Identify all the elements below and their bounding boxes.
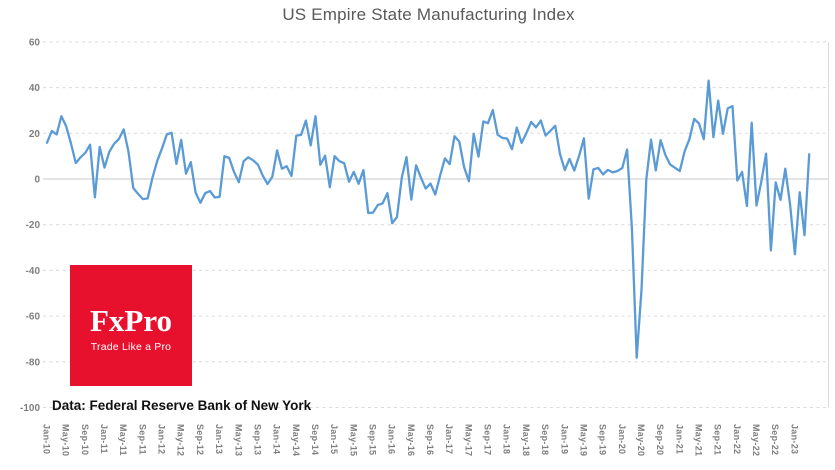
x-tick-label: Sep-15 xyxy=(367,424,377,455)
x-tick-label: May-21 xyxy=(693,424,703,456)
x-tick-label: Sep-12 xyxy=(195,424,205,455)
x-tick-label: Jan-19 xyxy=(559,424,569,454)
x-tick-label: Jan-12 xyxy=(157,424,167,454)
x-tick-label: Sep-16 xyxy=(425,424,435,455)
x-tick-label: Jan-13 xyxy=(214,424,224,454)
x-tick-label: Jan-16 xyxy=(387,424,397,454)
y-tick-label: 20 xyxy=(29,129,41,140)
y-tick-label: -20 xyxy=(26,220,41,231)
y-tick-label: 0 xyxy=(34,175,40,186)
x-tick-label: May-22 xyxy=(751,424,761,456)
x-tick-label: Jan-10 xyxy=(42,424,52,454)
x-tick-label: May-19 xyxy=(578,424,588,456)
y-tick-label: 60 xyxy=(29,37,41,48)
y-tick-label: -40 xyxy=(26,266,41,277)
x-tick-label: Jan-17 xyxy=(444,424,454,454)
source-note: Data: Federal Reserve Bank of New York xyxy=(52,398,312,413)
x-tick-label: May-15 xyxy=(348,424,358,456)
x-tick-label: Sep-21 xyxy=(713,424,723,455)
fxpro-tagline: Trade Like a Pro xyxy=(90,340,172,353)
x-tick-label: Jan-14 xyxy=(272,424,282,454)
x-tick-label: Sep-10 xyxy=(80,424,90,455)
fxpro-logo: FxPro Trade Like a Pro xyxy=(70,265,192,386)
x-tick-label: Sep-11 xyxy=(137,424,147,455)
x-tick-label: May-18 xyxy=(521,424,531,456)
x-tick-label: May-17 xyxy=(463,424,473,456)
x-tick-label: Jan-20 xyxy=(617,424,627,454)
chart-title: US Empire State Manufacturing Index xyxy=(282,5,575,24)
x-tick-label: May-10 xyxy=(61,424,71,456)
y-tick-label: -80 xyxy=(26,357,41,368)
x-tick-label: May-14 xyxy=(291,424,301,456)
y-tick-label: -100 xyxy=(20,403,40,414)
x-tick-label: Jan-21 xyxy=(674,424,684,454)
x-tick-label: May-11 xyxy=(118,424,128,456)
y-tick-label: -60 xyxy=(26,312,41,323)
x-tick-label: Sep-18 xyxy=(540,424,550,455)
x-tick-label: Sep-20 xyxy=(655,424,665,455)
x-tick-label: Jan-22 xyxy=(732,424,742,454)
x-tick-label: Jan-15 xyxy=(329,424,339,454)
x-tick-label: May-12 xyxy=(176,424,186,456)
x-tick-label: May-20 xyxy=(636,424,646,456)
x-tick-label: Jan-23 xyxy=(789,424,799,454)
fxpro-wordmark: FxPro xyxy=(89,302,173,338)
x-tick-label: Jan-18 xyxy=(502,424,512,454)
x-tick-label: May-13 xyxy=(233,424,243,456)
x-tick-label: Sep-14 xyxy=(310,424,320,455)
y-tick-label: 40 xyxy=(29,83,41,94)
index-series-line xyxy=(45,79,811,359)
x-tick-label: Jan-11 xyxy=(99,424,109,454)
x-tick-label: Sep-19 xyxy=(598,424,608,455)
x-tick-label: Sep-17 xyxy=(483,424,493,455)
x-tick-label: Sep-22 xyxy=(770,424,780,455)
x-tick-label: May-16 xyxy=(406,424,416,456)
x-tick-label: Sep-13 xyxy=(252,424,262,455)
